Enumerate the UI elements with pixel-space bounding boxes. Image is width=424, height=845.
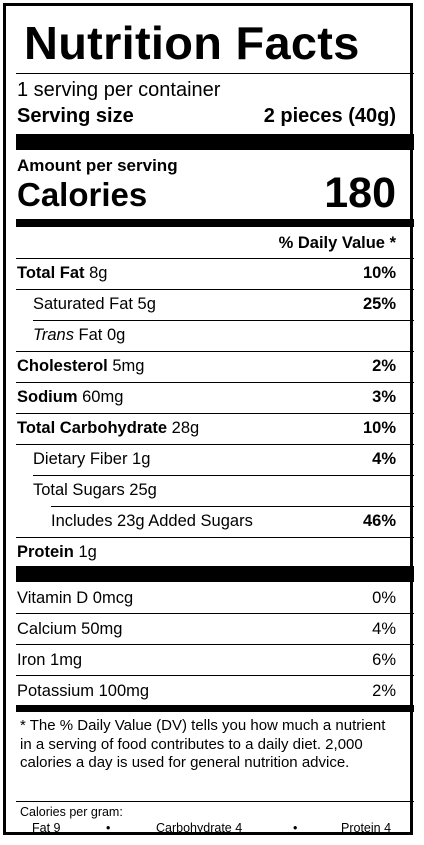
dietary-fiber-dv: 4% [372,450,396,468]
calories-label: Calories [17,176,148,213]
saturated-fat-dv: 25% [362,295,396,313]
calories-per-gram-carbohydrate: Carbohydrate 4 [156,821,243,835]
calcium: Calcium 50mg [17,620,123,638]
servings-per-container: 1 serving per container [17,79,221,101]
medium-bar [16,705,414,712]
thick-bar [16,566,414,582]
nutrient-cholesterol: Cholesterol 5mg [17,357,145,375]
divider [16,801,414,802]
serving-size-value: 2 pieces (40g) [263,105,396,127]
calories-per-gram-heading: Calories per gram: [20,805,123,819]
bullet-separator: • [106,821,111,835]
nutrient-total-fat: Total Fat 8g [17,264,108,282]
nutrient-added-sugars: Includes 23g Added Sugars [51,512,253,530]
label-title: Nutrition Facts [24,17,360,69]
potassium: Potassium 100mg [17,682,150,700]
divider [16,413,414,414]
amount-per-serving: Amount per serving [17,156,178,175]
potassium-dv: 2% [372,682,396,700]
serving-size-label: Serving size [17,105,134,127]
divider [16,613,414,614]
calories-per-gram-protein: Protein 4 [341,821,392,835]
divider [16,675,414,676]
divider [16,444,414,445]
cholesterol-dv: 2% [372,357,396,375]
nutrient-sodium: Sodium 60mg [17,388,124,406]
iron: Iron 1mg [17,651,83,669]
divider [51,506,414,507]
daily-value-header: % Daily Value * [278,234,396,252]
sodium-dv: 3% [372,388,396,406]
divider [16,382,414,383]
nutrient-dietary-fiber: Dietary Fiber 1g [33,450,151,468]
calories-per-gram-fat: Fat 9 [32,821,61,835]
divider [16,537,414,538]
nutrition-facts-label: Nutrition Facts 1 serving per container … [3,3,414,835]
added-sugars-dv: 46% [362,512,396,530]
nutrient-saturated-fat: Saturated Fat 5g [33,295,156,313]
calories-value: 180 [324,169,396,217]
total-fat-dv: 10% [362,264,396,282]
divider [16,73,414,74]
divider [33,320,414,321]
vitamin-d-dv: 0% [372,589,396,607]
iron-dv: 6% [372,651,396,669]
calcium-dv: 4% [372,620,396,638]
nutrient-total-carbohydrate: Total Carbohydrate 28g [17,419,200,437]
bullet-separator: • [293,821,298,835]
divider [16,351,414,352]
divider [33,475,414,476]
divider [16,258,414,259]
divider [16,644,414,645]
vitamin-d: Vitamin D 0mcg [17,589,134,607]
nutrient-total-sugars: Total Sugars 25g [33,481,157,499]
divider [16,289,414,290]
thick-bar [16,134,414,150]
daily-value-footnote: * The % Daily Value (DV) tells you how m… [20,717,386,771]
nutrient-protein: Protein 1g [17,543,97,561]
nutrient-trans-fat: Trans Fat 0g [33,326,126,344]
total-carbohydrate-dv: 10% [362,419,396,437]
medium-bar [16,219,414,227]
